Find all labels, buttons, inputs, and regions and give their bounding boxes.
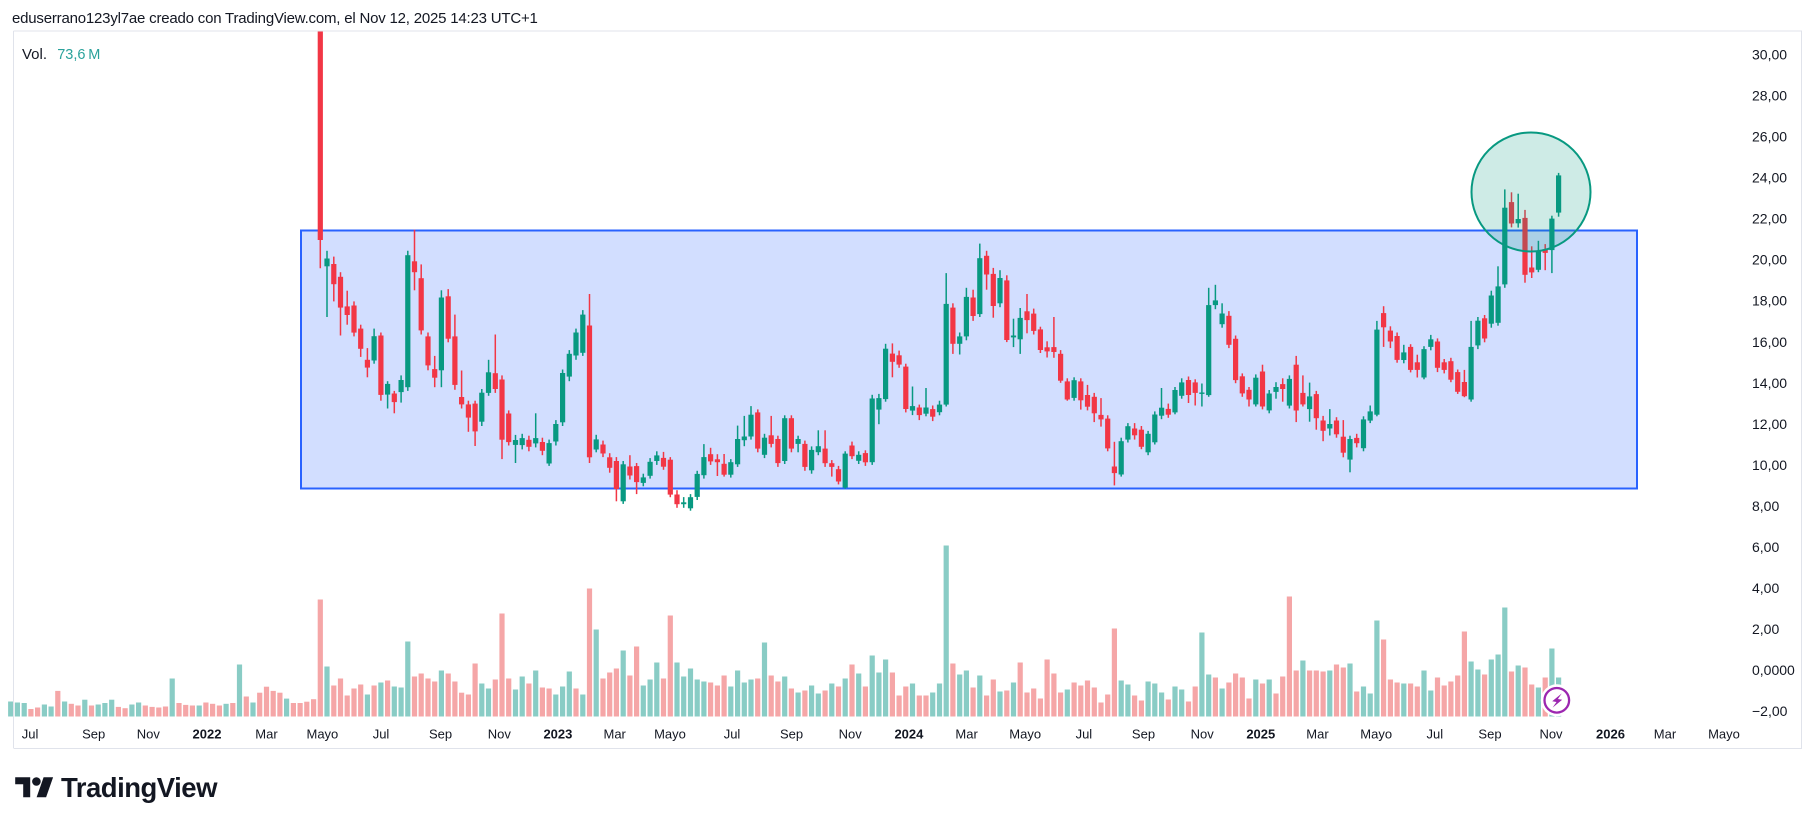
svg-text:Jul: Jul — [22, 727, 39, 742]
svg-text:2025: 2025 — [1246, 727, 1275, 742]
svg-text:Mar: Mar — [255, 727, 278, 742]
svg-text:Nov: Nov — [839, 727, 863, 742]
svg-text:Sep: Sep — [429, 727, 452, 742]
svg-text:−2,00: −2,00 — [1752, 703, 1788, 719]
svg-text:Mar: Mar — [604, 727, 627, 742]
svg-text:Jul: Jul — [1076, 727, 1093, 742]
svg-text:2022: 2022 — [193, 727, 222, 742]
svg-text:Jul: Jul — [373, 727, 390, 742]
svg-text:Sep: Sep — [780, 727, 803, 742]
svg-text:Jul: Jul — [1426, 727, 1443, 742]
svg-text:6,00: 6,00 — [1752, 539, 1779, 555]
svg-text:22,00: 22,00 — [1752, 211, 1787, 227]
svg-text:Sep: Sep — [82, 727, 105, 742]
svg-text:12,00: 12,00 — [1752, 416, 1787, 432]
svg-text:0,0000: 0,0000 — [1752, 662, 1795, 678]
svg-text:TradingView: TradingView — [61, 772, 218, 803]
svg-text:Mayo: Mayo — [307, 727, 339, 742]
svg-text:2,00: 2,00 — [1752, 621, 1779, 637]
svg-text:18,00: 18,00 — [1752, 293, 1787, 309]
svg-text:Mar: Mar — [1306, 727, 1329, 742]
svg-text:8,00: 8,00 — [1752, 498, 1779, 514]
svg-text:Mayo: Mayo — [654, 727, 686, 742]
svg-text:4,00: 4,00 — [1752, 580, 1779, 596]
svg-text:Mayo: Mayo — [1360, 727, 1392, 742]
svg-text:2026: 2026 — [1596, 727, 1625, 742]
svg-text:26,00: 26,00 — [1752, 129, 1787, 145]
svg-text:2023: 2023 — [543, 727, 572, 742]
svg-text:Mayo: Mayo — [1009, 727, 1041, 742]
svg-text:Nov: Nov — [1539, 727, 1563, 742]
svg-text:2024: 2024 — [894, 727, 924, 742]
svg-text:24,00: 24,00 — [1752, 170, 1787, 186]
svg-text:Nov: Nov — [137, 727, 161, 742]
svg-text:16,00: 16,00 — [1752, 334, 1787, 350]
svg-text:Jul: Jul — [724, 727, 741, 742]
svg-text:10,00: 10,00 — [1752, 457, 1787, 473]
svg-text:Nov: Nov — [1191, 727, 1215, 742]
svg-text:Nov: Nov — [488, 727, 512, 742]
svg-text:Sep: Sep — [1132, 727, 1155, 742]
svg-text:Sep: Sep — [1478, 727, 1501, 742]
svg-text:Mar: Mar — [955, 727, 978, 742]
svg-text:30,00: 30,00 — [1752, 47, 1787, 63]
svg-text:Mayo: Mayo — [1708, 727, 1740, 742]
svg-text:28,00: 28,00 — [1752, 88, 1787, 104]
svg-text:20,00: 20,00 — [1752, 252, 1787, 268]
svg-text:Mar: Mar — [1654, 727, 1677, 742]
svg-text:14,00: 14,00 — [1752, 375, 1787, 391]
